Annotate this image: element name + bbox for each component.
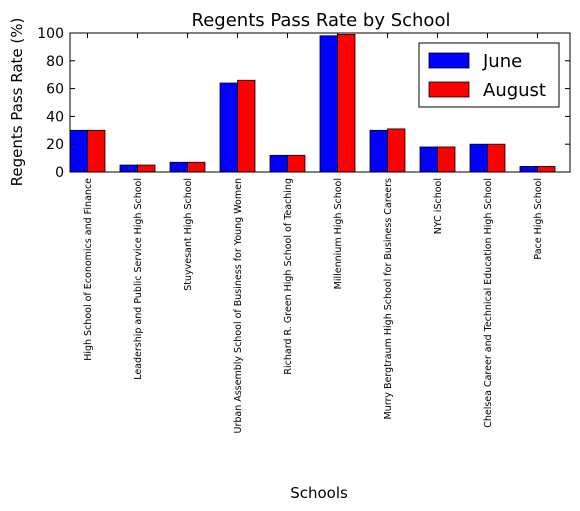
bar-august-6 [387, 128, 406, 173]
bar-august-1 [137, 164, 156, 173]
legend: June August [418, 42, 560, 108]
x-tick-label-1: Leadership and Public Service High Schoo… [133, 178, 144, 380]
x-tick-label-9: Pace High School [533, 178, 544, 260]
bar-june-2 [169, 161, 188, 173]
bar-june-0 [69, 129, 88, 173]
bar-august-4 [287, 154, 306, 173]
bar-august-7 [437, 146, 456, 173]
bar-august-5 [337, 33, 356, 173]
bar-august-8 [487, 143, 506, 173]
legend-label-june: June [482, 51, 522, 72]
bar-june-8 [469, 143, 488, 173]
bar-june-1 [119, 164, 138, 173]
legend-swatch-august [428, 81, 470, 98]
bar-august-9 [537, 166, 556, 173]
bar-june-6 [369, 129, 388, 173]
bar-june-3 [219, 82, 238, 173]
bar-june-5 [319, 35, 338, 173]
legend-label-august: August [483, 80, 546, 101]
plot-frame [69, 32, 571, 173]
x-tick-label-4: Richard R. Green High School of Teaching [283, 178, 294, 375]
x-tick-label-8: Chelsea Career and Technical Education H… [483, 178, 494, 428]
plot-area: 0 20 40 60 80 100 High School of Economics and… [37, 26, 571, 434]
legend-swatch-june [428, 52, 470, 69]
y-tick-label-1: 20 [46, 137, 64, 153]
bar-june-7 [419, 146, 438, 173]
chart-title: Regents Pass Rate by School [192, 10, 451, 31]
x-tick-label-7: NYC iSchool [433, 178, 444, 234]
bar-august-3 [237, 79, 256, 173]
bar-june-9 [519, 166, 538, 173]
x-axis-label: Schools [290, 484, 348, 502]
y-tick-label-0: 0 [55, 165, 64, 181]
bar-august-0 [87, 129, 106, 173]
x-tick-label-2: Stuyvesant High School [183, 178, 194, 291]
y-tick-label-5: 100 [37, 26, 64, 42]
bar-august-2 [187, 161, 206, 173]
y-tick-label-4: 80 [46, 54, 64, 70]
x-tick-label-0: High School of Economics and Finance [83, 178, 94, 361]
y-axis-label: Regents Pass Rate (%) [8, 18, 26, 187]
x-tick-label-3: Urban Assembly School of Business for Yo… [233, 178, 244, 434]
y-tick-label-2: 40 [46, 109, 64, 125]
x-tick-label-6: Murry Bergtraum High School for Business… [383, 178, 394, 420]
x-tick-label-5: Millennium High School [333, 178, 344, 289]
y-tick-label-3: 60 [46, 82, 64, 98]
bar-june-4 [269, 154, 288, 173]
